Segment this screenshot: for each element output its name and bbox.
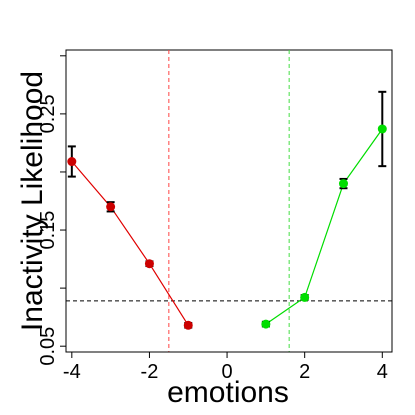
series-0-point-3 <box>183 320 193 330</box>
series-0-point-0 <box>67 157 77 167</box>
x-tick-label-0: -4 <box>63 361 81 383</box>
x-axis: -4 -2 0 2 4 <box>63 351 388 383</box>
x-tick-label-3: 2 <box>299 361 310 383</box>
y-tick-label-1: 0.15 <box>37 211 59 250</box>
x-axis-label: emotions <box>167 376 289 409</box>
x-tick-label-1: -2 <box>141 361 159 383</box>
series-layer <box>67 90 387 330</box>
series-1-point-1 <box>300 292 310 302</box>
series-1-point-0 <box>261 319 271 329</box>
y-tick-label-2: 0.25 <box>37 94 59 133</box>
y-axis-label: Inactivity Likelihood <box>16 71 49 331</box>
series-1-line <box>265 128 383 325</box>
plot-frame <box>65 49 393 353</box>
x-tick-label-4: 4 <box>377 361 388 383</box>
y-axis: 0.05 0.15 0.25 <box>37 55 67 366</box>
x-tick-label-2: 0 <box>221 361 232 383</box>
reference-lines <box>66 50 392 352</box>
series-0-point-1 <box>106 202 116 212</box>
series-1-point-3 <box>377 124 387 134</box>
series-0-point-2 <box>144 259 154 269</box>
y-tick-label-0: 0.05 <box>37 327 59 366</box>
series-1-point-2 <box>338 179 348 189</box>
series-0-line <box>71 161 189 326</box>
